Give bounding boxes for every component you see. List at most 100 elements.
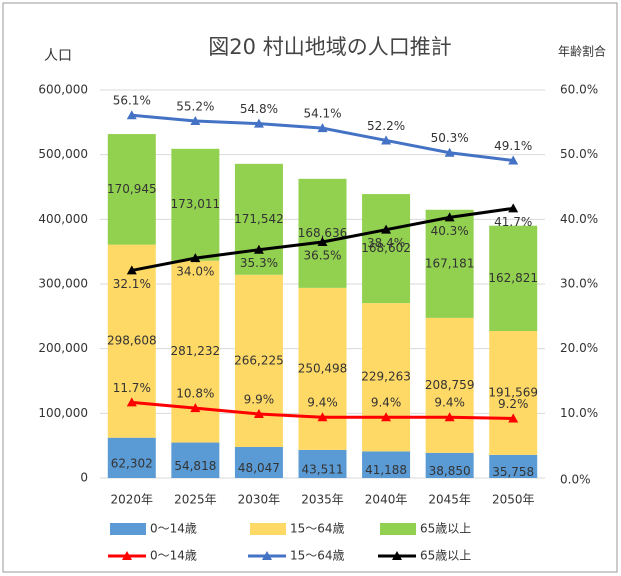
line-value-label: 52.2% <box>367 119 405 133</box>
y2-axis-label: 年齢割合 <box>558 44 606 59</box>
line-marker <box>508 155 519 165</box>
bar-value-label: 170,945 <box>107 182 157 196</box>
legend-label: 0～14歳 <box>150 549 197 563</box>
bar-value-label: 168,602 <box>361 241 411 255</box>
bar-segment <box>171 442 220 478</box>
line-marker <box>126 265 137 275</box>
bar-segment <box>171 148 220 261</box>
bar-value-label: 162,821 <box>488 271 538 285</box>
x-tick-label: 2050年 <box>492 493 535 507</box>
y2-tick-label: 60.0% <box>560 83 598 97</box>
line-marker <box>444 412 455 422</box>
bar-value-label: 208,759 <box>425 378 475 392</box>
line-marker <box>317 236 328 246</box>
line-value-label: 40.3% <box>431 224 469 238</box>
line-marker <box>317 412 328 422</box>
line-value-label: 54.8% <box>240 102 278 116</box>
legend-label: 65歳以上 <box>420 522 471 536</box>
x-tick-label: 2045年 <box>428 493 471 507</box>
line-value-label: 32.1% <box>113 277 151 291</box>
y-axis-label: 人口 <box>44 48 72 64</box>
line-marker <box>317 123 328 133</box>
legend-swatch <box>380 523 416 535</box>
x-tick-label: 2020年 <box>111 493 154 507</box>
y-tick-label: 200,000 <box>38 341 88 355</box>
line-marker <box>190 253 201 263</box>
y2-tick-label: 10.0% <box>560 406 598 420</box>
line-marker <box>444 147 455 157</box>
x-tick-label: 2025年 <box>174 493 217 507</box>
y2-tick-label: 50.0% <box>560 147 598 161</box>
line-value-label: 11.7% <box>113 381 151 395</box>
bar-value-label: 191,569 <box>488 385 538 399</box>
line-value-label: 9.9% <box>244 392 275 406</box>
legend-label: 15～64歳 <box>290 522 345 536</box>
bar-segment <box>362 194 411 304</box>
line-value-label: 34.0% <box>176 265 214 279</box>
bar-segment <box>234 446 283 478</box>
line-value-label: 54.1% <box>303 107 341 121</box>
x-tick-label: 2040年 <box>365 493 408 507</box>
line-marker <box>508 413 519 423</box>
line-marker <box>381 412 392 422</box>
line-value-label: 49.1% <box>494 139 532 153</box>
bar-segment <box>234 163 283 275</box>
line-value-label: 38.4% <box>367 236 405 250</box>
y-tick-label: 0 <box>80 471 88 485</box>
y-tick-label: 400,000 <box>38 212 88 226</box>
bar-value-label: 173,011 <box>171 197 221 211</box>
bar-segment <box>234 274 283 447</box>
bar-value-label: 266,225 <box>234 353 284 367</box>
bar-segment <box>298 287 347 450</box>
bar-segment <box>425 317 474 453</box>
line-marker <box>253 408 264 418</box>
bar-value-label: 38,850 <box>429 464 471 478</box>
legend-label: 15～64歳 <box>290 549 345 563</box>
line-marker <box>126 110 137 120</box>
line-marker <box>381 224 392 234</box>
bar-segment <box>425 452 474 478</box>
legend-marker <box>262 551 272 560</box>
legend-swatch <box>250 523 286 535</box>
bar-value-label: 35,758 <box>492 465 534 479</box>
line-marker <box>190 116 201 126</box>
x-tick-label: 2035年 <box>301 493 344 507</box>
bar-segment <box>298 178 347 288</box>
line-value-label: 9.4% <box>371 396 402 410</box>
y2-tick-label: 0.0% <box>560 473 591 487</box>
line-value-label: 56.1% <box>113 94 151 108</box>
bar-value-label: 43,511 <box>302 462 344 476</box>
bar-segment <box>107 437 156 478</box>
y2-tick-label: 40.0% <box>560 212 598 226</box>
bar-segment <box>489 225 538 331</box>
line-value-label: 9.2% <box>498 397 529 411</box>
line-value-label: 36.5% <box>303 248 341 262</box>
line-marker <box>381 135 392 145</box>
bar-segment <box>489 454 538 478</box>
y-tick-label: 600,000 <box>38 83 88 97</box>
bar-value-label: 62,302 <box>111 456 153 470</box>
y2-tick-label: 30.0% <box>560 277 598 291</box>
line-value-label: 9.4% <box>434 396 465 410</box>
line-marker <box>126 397 137 407</box>
chart-title: 図20 村山地域の人口推計 <box>208 35 451 59</box>
line-value-label: 9.4% <box>307 396 338 410</box>
y-tick-label: 300,000 <box>38 277 88 291</box>
legend-label: 0～14歳 <box>150 522 197 536</box>
y2-tick-label: 20.0% <box>560 341 598 355</box>
y-tick-label: 100,000 <box>38 406 88 420</box>
bar-segment <box>362 451 411 478</box>
bar-value-label: 171,542 <box>234 212 284 226</box>
y-tick-label: 500,000 <box>38 147 88 161</box>
bar-value-label: 250,498 <box>298 361 348 375</box>
legend-swatch <box>110 523 146 535</box>
bar-segment <box>425 209 474 318</box>
bar-segment <box>107 134 156 245</box>
legend-marker <box>122 551 132 560</box>
bar-value-label: 48,047 <box>238 461 280 475</box>
bar-segment <box>171 260 220 443</box>
line-value-label: 50.3% <box>431 131 469 145</box>
bar-value-label: 168,636 <box>298 226 348 240</box>
bar-segment <box>362 303 411 452</box>
